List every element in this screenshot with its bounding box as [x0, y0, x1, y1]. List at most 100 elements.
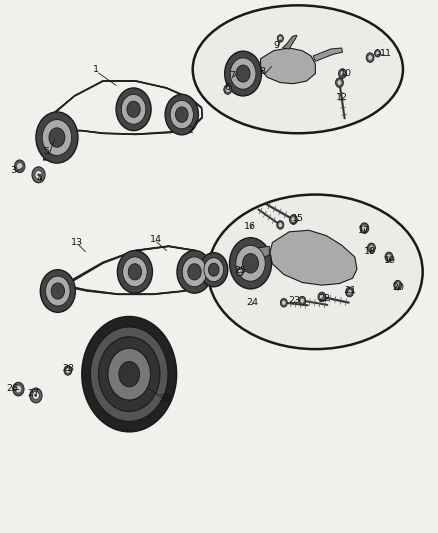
Circle shape: [165, 94, 198, 135]
Text: 11: 11: [379, 49, 392, 58]
Circle shape: [116, 88, 151, 131]
Text: 8: 8: [260, 67, 266, 76]
Circle shape: [236, 65, 250, 82]
Text: 4: 4: [36, 174, 42, 183]
Circle shape: [292, 217, 296, 222]
Circle shape: [243, 254, 258, 273]
Text: 3: 3: [10, 166, 16, 175]
Circle shape: [176, 107, 188, 122]
Circle shape: [51, 283, 64, 299]
Circle shape: [320, 294, 324, 300]
Text: 21: 21: [344, 286, 357, 295]
Circle shape: [396, 282, 399, 288]
Circle shape: [46, 276, 70, 306]
Polygon shape: [283, 35, 297, 49]
Circle shape: [290, 215, 297, 224]
Circle shape: [318, 292, 326, 302]
Text: 13: 13: [71, 238, 83, 247]
Text: 27: 27: [27, 389, 39, 398]
Circle shape: [182, 257, 207, 287]
Text: 6: 6: [225, 84, 231, 92]
Circle shape: [277, 221, 284, 229]
Ellipse shape: [208, 195, 423, 349]
Circle shape: [17, 163, 22, 169]
Circle shape: [200, 253, 228, 287]
Text: 10: 10: [340, 69, 352, 78]
Text: 17: 17: [357, 226, 370, 235]
Circle shape: [237, 268, 244, 276]
Text: 9: 9: [274, 41, 280, 50]
Circle shape: [64, 366, 72, 375]
Circle shape: [224, 85, 232, 94]
Circle shape: [117, 251, 152, 293]
Circle shape: [236, 245, 265, 281]
Text: 7: 7: [229, 71, 235, 80]
Circle shape: [204, 258, 223, 281]
Text: 15: 15: [292, 214, 304, 223]
Circle shape: [367, 243, 375, 253]
Text: 24: 24: [246, 298, 258, 307]
Circle shape: [238, 270, 242, 274]
Text: 16: 16: [244, 222, 256, 231]
Text: 22: 22: [318, 294, 330, 303]
Text: 25: 25: [234, 266, 246, 275]
Circle shape: [230, 238, 272, 289]
Circle shape: [128, 264, 141, 280]
Circle shape: [368, 55, 372, 60]
Circle shape: [336, 78, 343, 87]
Circle shape: [119, 361, 140, 387]
Text: 26: 26: [6, 384, 18, 392]
Circle shape: [394, 280, 402, 290]
Circle shape: [30, 388, 42, 403]
Circle shape: [346, 287, 353, 297]
Circle shape: [14, 160, 25, 173]
Circle shape: [299, 296, 306, 305]
Circle shape: [121, 94, 146, 124]
Circle shape: [369, 245, 373, 251]
Circle shape: [225, 51, 261, 96]
Ellipse shape: [193, 5, 403, 133]
Circle shape: [42, 119, 72, 156]
Polygon shape: [251, 246, 269, 258]
Text: 5: 5: [43, 148, 49, 156]
Circle shape: [108, 348, 151, 400]
Circle shape: [35, 171, 42, 179]
Circle shape: [339, 69, 346, 78]
Circle shape: [35, 394, 37, 397]
Polygon shape: [313, 48, 343, 61]
Circle shape: [16, 386, 21, 392]
Circle shape: [341, 71, 344, 76]
Circle shape: [127, 101, 140, 117]
Circle shape: [188, 264, 201, 280]
Circle shape: [282, 301, 286, 305]
Circle shape: [66, 368, 70, 373]
Circle shape: [374, 50, 381, 57]
Circle shape: [13, 382, 24, 396]
Circle shape: [277, 35, 283, 42]
Polygon shape: [261, 48, 315, 84]
Circle shape: [123, 257, 147, 287]
Circle shape: [366, 53, 374, 62]
Circle shape: [36, 112, 78, 163]
Text: 2: 2: [187, 126, 194, 135]
Circle shape: [362, 225, 367, 231]
Circle shape: [279, 36, 282, 40]
Circle shape: [82, 317, 177, 432]
Text: 20: 20: [392, 284, 405, 292]
Circle shape: [37, 173, 40, 176]
Circle shape: [49, 128, 65, 147]
Text: 18: 18: [364, 247, 376, 256]
Circle shape: [32, 391, 39, 400]
Circle shape: [360, 223, 369, 233]
Circle shape: [32, 167, 45, 183]
Text: 29: 29: [159, 394, 172, 403]
Text: 28: 28: [62, 365, 74, 373]
Text: 1: 1: [93, 65, 99, 74]
Circle shape: [208, 263, 219, 276]
Circle shape: [40, 270, 75, 312]
Circle shape: [230, 58, 256, 89]
Text: 23: 23: [288, 296, 300, 305]
Circle shape: [280, 298, 287, 307]
Text: 19: 19: [384, 256, 396, 264]
Circle shape: [90, 327, 168, 422]
